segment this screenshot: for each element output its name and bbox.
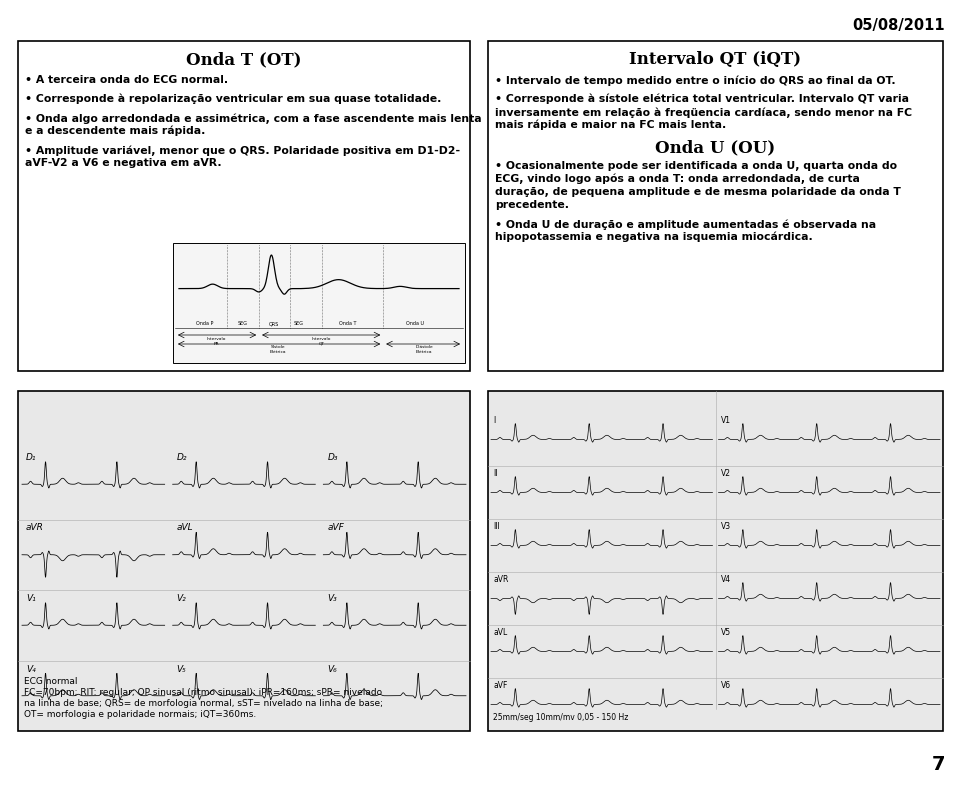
Text: ECG normal: ECG normal <box>24 677 78 686</box>
Text: II: II <box>493 469 497 478</box>
Text: aVR: aVR <box>493 575 509 584</box>
Text: FC=70bpm; RIT: regular; OP sinusal (ritmo sinusal); iPR=160ms; sPR= nivelado: FC=70bpm; RIT: regular; OP sinusal (ritm… <box>24 688 382 697</box>
Text: V4: V4 <box>721 575 731 584</box>
Text: 7: 7 <box>931 755 945 774</box>
Text: III: III <box>493 522 500 531</box>
Text: aVF: aVF <box>493 681 508 690</box>
Text: ECG, vindo logo após a onda T: onda arredondada, de curta: ECG, vindo logo após a onda T: onda arre… <box>495 174 860 185</box>
Text: 25mm/seg 10mm/mv 0,05 - 150 Hz: 25mm/seg 10mm/mv 0,05 - 150 Hz <box>493 713 629 722</box>
Text: SEG: SEG <box>238 321 248 326</box>
Text: Onda U: Onda U <box>406 321 424 326</box>
Text: D₁: D₁ <box>26 453 36 462</box>
Text: V6: V6 <box>721 681 731 690</box>
Text: V₃: V₃ <box>327 594 337 603</box>
Text: Onda P: Onda P <box>197 321 214 326</box>
Text: QRS: QRS <box>269 321 278 326</box>
Bar <box>488 41 943 371</box>
Text: V₅: V₅ <box>177 664 186 674</box>
Text: aVF: aVF <box>327 523 344 532</box>
Text: 05/08/2011: 05/08/2011 <box>852 18 945 33</box>
Text: Intervalo
PR: Intervalo PR <box>206 337 226 346</box>
Bar <box>18 41 470 371</box>
Text: V₂: V₂ <box>177 594 186 603</box>
Text: V₄: V₄ <box>26 664 36 674</box>
Text: OT= morfologia e polaridade normais; iQT=360ms.: OT= morfologia e polaridade normais; iQT… <box>24 710 256 719</box>
Text: Onda U (OU): Onda U (OU) <box>656 139 776 156</box>
Text: e a descendente mais rápida.: e a descendente mais rápida. <box>25 126 205 137</box>
Text: Onda T (OT): Onda T (OT) <box>186 51 301 68</box>
Text: V₁: V₁ <box>26 594 36 603</box>
Text: Diástole
Elétrica: Diástole Elétrica <box>416 345 433 354</box>
Bar <box>173 243 465 363</box>
Text: inversamente em relação à freqüencia cardíaca, sendo menor na FC: inversamente em relação à freqüencia car… <box>495 107 912 117</box>
Text: V5: V5 <box>721 628 731 637</box>
Text: V2: V2 <box>721 469 731 478</box>
Text: • Amplitude variável, menor que o QRS. Polaridade positiva em D1-D2-: • Amplitude variável, menor que o QRS. P… <box>25 145 460 156</box>
Text: V1: V1 <box>721 416 731 425</box>
Text: • Corresponde à repolarização ventricular em sua quase totalidade.: • Corresponde à repolarização ventricula… <box>25 94 442 105</box>
Bar <box>488 391 943 731</box>
Text: aVF-V2 a V6 e negativa em aVR.: aVF-V2 a V6 e negativa em aVR. <box>25 158 222 168</box>
Text: V₆: V₆ <box>327 664 337 674</box>
Text: aVL: aVL <box>493 628 507 637</box>
Text: mais rápida e maior na FC mais lenta.: mais rápida e maior na FC mais lenta. <box>495 120 727 130</box>
Text: SEG: SEG <box>294 321 303 326</box>
Text: • Intervalo de tempo medido entre o início do QRS ao final da OT.: • Intervalo de tempo medido entre o iníc… <box>495 75 896 86</box>
Text: precedente.: precedente. <box>495 200 569 210</box>
Text: • A terceira onda do ECG normal.: • A terceira onda do ECG normal. <box>25 75 228 85</box>
Text: Intervalo
QT: Intervalo QT <box>312 337 331 346</box>
Text: Onda T: Onda T <box>340 321 357 326</box>
Text: • Ocasionalmente pode ser identificada a onda U, quarta onda do: • Ocasionalmente pode ser identificada a… <box>495 161 898 171</box>
Text: • Onda U de duração e amplitude aumentadas é observada na: • Onda U de duração e amplitude aumentad… <box>495 219 876 230</box>
Text: • Onda algo arredondada e assimétrica, com a fase ascendente mais lenta: • Onda algo arredondada e assimétrica, c… <box>25 113 482 123</box>
Text: hipopotassemia e negativa na isquemia miocárdica.: hipopotassemia e negativa na isquemia mi… <box>495 232 813 243</box>
Text: Sístole
Elétrica: Sístole Elétrica <box>270 345 286 354</box>
Text: duração, de pequena amplitude e de mesma polaridade da onda T: duração, de pequena amplitude e de mesma… <box>495 187 900 197</box>
Text: V3: V3 <box>721 522 731 531</box>
Text: aVL: aVL <box>177 523 193 532</box>
Text: Intervalo QT (iQT): Intervalo QT (iQT) <box>630 51 802 68</box>
Text: na linha de base; QRS= de morfologia normal, sST= nivelado na linha de base;: na linha de base; QRS= de morfologia nor… <box>24 699 383 708</box>
Text: aVR: aVR <box>26 523 44 532</box>
Text: I: I <box>493 416 495 425</box>
Text: D₂: D₂ <box>177 453 187 462</box>
Bar <box>18 391 470 731</box>
Text: D₃: D₃ <box>327 453 338 462</box>
Text: • Corresponde à sístole elétrica total ventricular. Intervalo QT varia: • Corresponde à sístole elétrica total v… <box>495 94 909 105</box>
